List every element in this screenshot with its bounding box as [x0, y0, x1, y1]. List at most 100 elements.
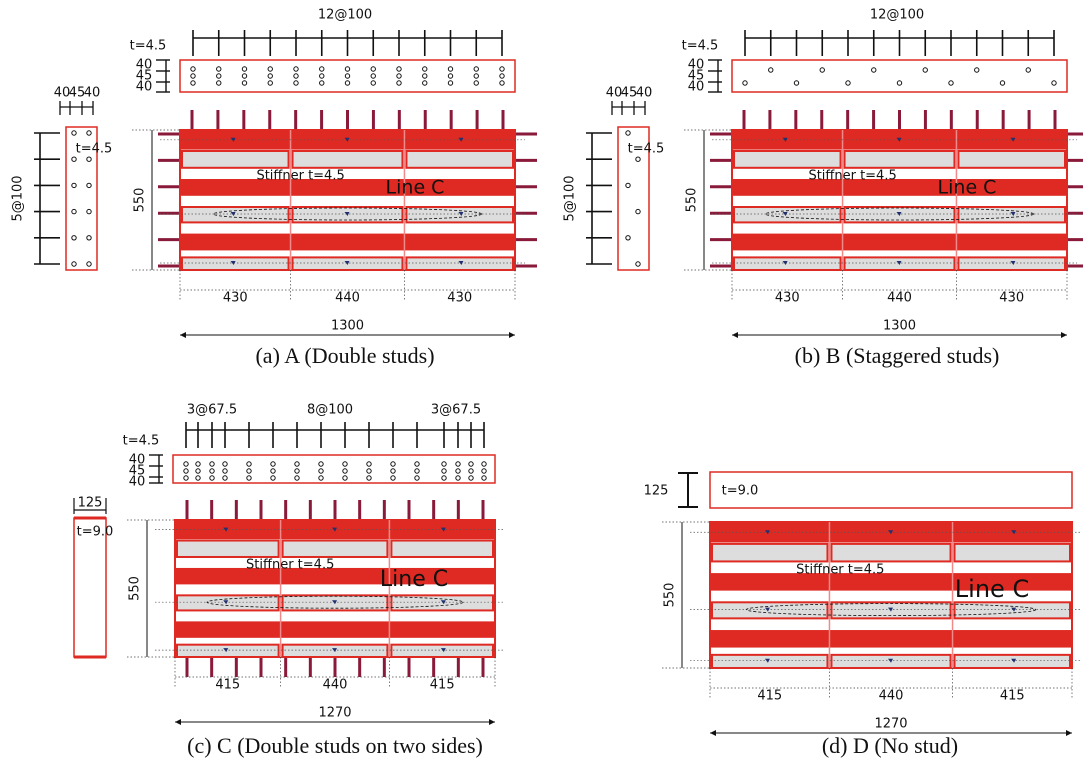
stiffener	[953, 601, 1071, 620]
stud-hole	[86, 261, 92, 267]
top-plate	[172, 454, 496, 484]
flange	[175, 621, 495, 638]
gauge	[764, 607, 770, 612]
gauge	[458, 137, 464, 142]
stud-hole	[267, 73, 273, 79]
stud-hole	[390, 468, 396, 474]
gauge	[344, 137, 350, 142]
line-c-outline	[206, 595, 464, 609]
stud-hole	[455, 468, 461, 474]
stud-hole	[396, 80, 402, 86]
stud-hole	[86, 208, 92, 215]
side-thickness-label: t=4.5	[628, 142, 665, 157]
stud-hole	[468, 468, 474, 474]
gauge	[764, 658, 770, 663]
stud-hole	[768, 67, 774, 73]
stud-hole	[635, 156, 641, 162]
stud-hole	[195, 468, 201, 474]
stud-hole	[71, 156, 77, 162]
stud-hole	[366, 475, 372, 481]
stiffener	[390, 539, 494, 558]
stiffener	[181, 256, 290, 271]
gauge	[223, 527, 229, 532]
gauge	[1010, 137, 1016, 142]
stud-hole	[871, 67, 877, 73]
stud-hole	[1025, 67, 1031, 73]
gauge	[440, 527, 446, 532]
stiffener	[405, 206, 515, 224]
side-dim-label: 45	[69, 86, 86, 101]
stud-hole	[216, 66, 222, 72]
stud-hole	[370, 73, 376, 79]
gauge	[1011, 530, 1017, 535]
stud-hole	[422, 73, 428, 79]
stud-hole	[241, 66, 248, 72]
stud-hole	[390, 475, 396, 481]
stud-hole	[366, 461, 372, 467]
stud-hole	[742, 80, 748, 86]
height-label: 550	[128, 576, 143, 601]
side-dim-label: 40	[84, 86, 101, 101]
stud-hole	[468, 475, 474, 481]
stud-hole	[447, 80, 454, 86]
stud-hole	[209, 475, 215, 481]
width-label: 415	[430, 678, 455, 693]
side-thickness-label: t=9.0	[77, 525, 114, 540]
stud-hole	[447, 73, 454, 79]
stud-hole	[793, 80, 800, 86]
stud-hole	[1051, 80, 1057, 86]
stud-hole	[293, 80, 299, 86]
side-plate	[617, 126, 650, 271]
gauge	[458, 261, 464, 265]
stud-hole	[396, 66, 402, 72]
gauge	[782, 137, 788, 142]
stud-hole	[270, 475, 276, 481]
side-plate	[65, 126, 98, 271]
stud-hole	[414, 468, 420, 474]
stud-hole	[294, 461, 300, 467]
strip-dim-label: 40	[688, 80, 705, 95]
stiffener	[390, 643, 494, 658]
stud-hole	[294, 475, 300, 481]
stud-hole	[441, 475, 447, 481]
caption: (d) D (No stud)	[822, 733, 958, 758]
stud-hole	[246, 475, 252, 481]
stiffener	[733, 256, 842, 271]
stiffener-label: Stiffner t=4.5	[246, 558, 334, 573]
stud-hole	[246, 461, 252, 467]
stud-hole	[342, 461, 348, 467]
flange	[710, 630, 1072, 648]
stiffener	[957, 256, 1067, 271]
flange	[180, 233, 515, 251]
line-c-outline	[745, 603, 1037, 616]
gauge	[344, 261, 350, 265]
gauge	[1011, 658, 1017, 663]
stud-hole	[246, 468, 252, 474]
spacing-label: 3@67.5	[431, 403, 481, 418]
stud-hole	[999, 80, 1006, 86]
stud-hole	[190, 73, 196, 79]
side-dim-label: 40	[636, 86, 653, 101]
gauge	[223, 648, 229, 653]
stud-hole	[319, 80, 325, 86]
stud-hole	[342, 468, 348, 474]
strip-dim-label: 45	[129, 464, 146, 479]
stud-hole	[183, 475, 189, 481]
gauge	[1011, 607, 1017, 612]
stud-hole	[422, 80, 428, 86]
gauge	[223, 600, 229, 605]
stud-hole	[948, 80, 954, 86]
gauge	[440, 600, 446, 605]
total-label: 1270	[874, 717, 907, 732]
stud-hole	[455, 461, 461, 467]
line-c-outline	[213, 207, 482, 221]
stiffener	[733, 206, 842, 224]
gauge	[896, 212, 902, 216]
width-label: 440	[335, 291, 360, 306]
spacing-label: 3@67.5	[187, 403, 237, 418]
stud-hole	[468, 461, 474, 467]
strip-width-label: 125	[644, 484, 669, 499]
top-plate	[709, 471, 1073, 509]
stud-hole	[974, 67, 980, 73]
stud-hole	[455, 475, 461, 481]
